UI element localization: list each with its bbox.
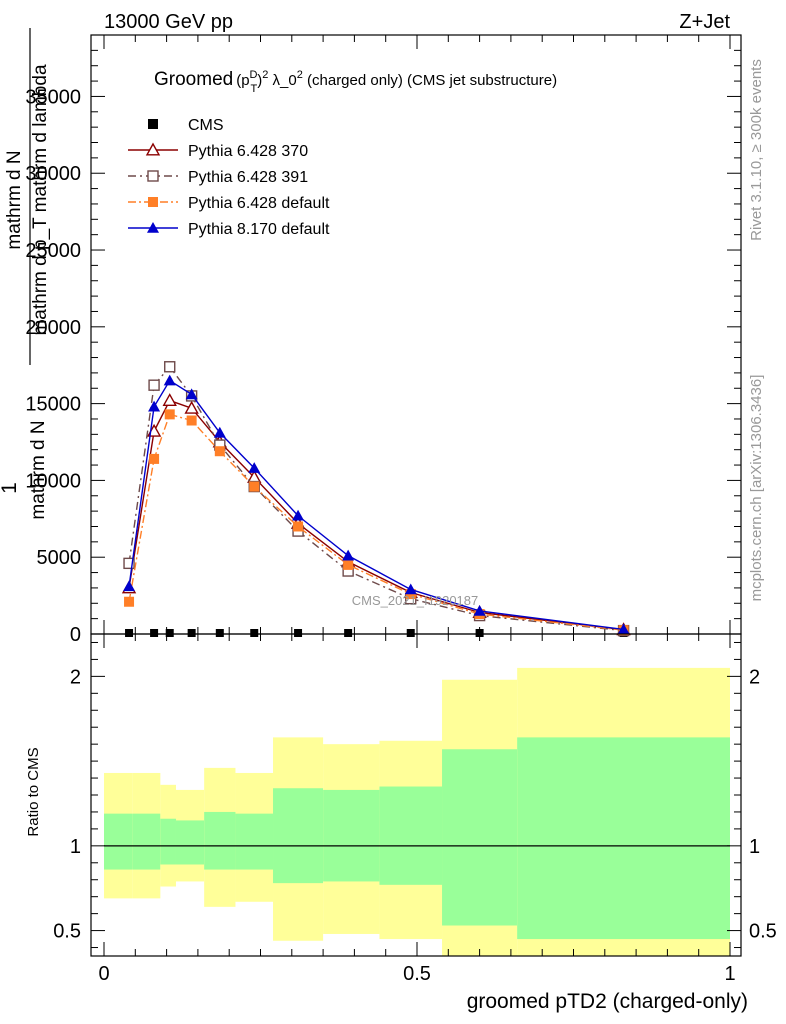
series-3-point-6 bbox=[293, 521, 304, 532]
header-process-label: Z+Jet bbox=[679, 11, 730, 33]
legend-marker-0 bbox=[148, 119, 158, 129]
rivet-version-label: Rivet 3.1.10, ≥ 300k events bbox=[748, 59, 765, 241]
series-0-point-7 bbox=[344, 629, 353, 637]
main-series-layer bbox=[121, 361, 631, 637]
series-4-point-7 bbox=[342, 549, 355, 561]
legend-marker-4 bbox=[147, 222, 159, 233]
series-0 bbox=[125, 629, 628, 637]
legend-label-0: CMS bbox=[188, 117, 224, 134]
ratio-inner-band-0 bbox=[104, 813, 133, 870]
series-4-point-9 bbox=[473, 604, 486, 616]
series-0-point-3 bbox=[187, 629, 196, 637]
series-1-point-3 bbox=[184, 400, 199, 414]
ratio-inner-band-9 bbox=[442, 749, 518, 926]
series-4-point-10 bbox=[617, 623, 630, 635]
series-0-point-4 bbox=[215, 629, 224, 637]
ratio-inner-band-8 bbox=[379, 786, 443, 885]
header-energy-label: 13000 GeV pp bbox=[104, 11, 233, 33]
ratio-plot-area bbox=[104, 667, 730, 956]
series-4-point-8 bbox=[404, 583, 417, 595]
ratio-ytick-label-right-2: 2 bbox=[749, 666, 760, 688]
y-title-upper-denominator: mathrm d p_T mathrm d lambda bbox=[30, 64, 51, 335]
x-tick-label-0: 0 bbox=[98, 963, 109, 985]
ratio-inner-band-7 bbox=[323, 789, 380, 882]
series-0-point-6 bbox=[294, 629, 303, 637]
main-ytick-label-0: 0 bbox=[70, 624, 81, 646]
x-axis-title: groomed pTD2 (charged-only) bbox=[467, 990, 748, 1013]
ratio-inner-band-3 bbox=[175, 820, 205, 865]
series-2-point-0 bbox=[123, 557, 135, 570]
ratio-inner-band-10 bbox=[517, 737, 730, 940]
series-1-point-2 bbox=[162, 393, 177, 407]
series-4-point-6 bbox=[292, 509, 305, 521]
ratio-inner-band-6 bbox=[273, 788, 324, 884]
series-3-point-1 bbox=[149, 453, 160, 464]
main-ytick-label-5: 25000 bbox=[25, 240, 81, 262]
series-2-point-2 bbox=[164, 361, 176, 373]
ratio-inner-band-2 bbox=[160, 818, 176, 865]
series-0-point-1 bbox=[150, 629, 159, 637]
main-title: Groomed (pD T)2 λ_02 (charged only) (CMS j… bbox=[154, 69, 557, 95]
series-4 bbox=[123, 374, 630, 635]
series-4-point-2 bbox=[163, 374, 176, 386]
series-0-point-5 bbox=[250, 629, 259, 637]
legend-label-4: Pythia 8.170 default bbox=[188, 221, 330, 238]
main-ytick-label-6: 30000 bbox=[25, 163, 81, 185]
main-y-axis-title: 1 mathrm d N mathrm d p_T mathrm d lambd… bbox=[0, 28, 51, 520]
series-3-point-4 bbox=[214, 446, 225, 457]
series-3-point-0 bbox=[124, 596, 135, 607]
series-0-point-8 bbox=[406, 629, 415, 637]
main-plot-area: 0 5000 10000 15000 20000 25000 30000 35000 bbox=[25, 34, 742, 646]
series-4-point-3 bbox=[185, 388, 198, 400]
y-title-upper-numerator: mathrm d N bbox=[4, 150, 25, 249]
series-4-point-5 bbox=[248, 462, 261, 473]
legend: CMS Pythia 6.428 370 Pythia 6.428 391 Pythi… bbox=[128, 117, 330, 238]
series-3-point-7 bbox=[343, 559, 354, 570]
x-tick-label-2: 1 bbox=[724, 963, 735, 985]
series-2-point-1 bbox=[148, 379, 160, 391]
series-4-point-4 bbox=[213, 426, 226, 438]
y-title-one: 1 bbox=[0, 482, 21, 494]
ratio-ytick-label-left-0: 0.5 bbox=[53, 921, 81, 943]
mcplots-label: mcplots.cern.ch [arXiv:1306.3436] bbox=[748, 375, 765, 602]
legend-marker-3 bbox=[148, 197, 158, 207]
legend-marker-1 bbox=[145, 142, 161, 156]
ratio-ytick-label-left-2: 2 bbox=[70, 666, 81, 688]
ratio-ytick-label-right-1: 1 bbox=[749, 836, 760, 858]
main-ytick-label-3: 15000 bbox=[25, 394, 81, 416]
title-groomed: Groomed bbox=[154, 69, 233, 90]
series-line-2 bbox=[128, 365, 624, 632]
series-4-point-1 bbox=[148, 400, 161, 412]
main-ytick-label-1: 5000 bbox=[37, 547, 82, 569]
ratio-ytick-label-left-1: 1 bbox=[70, 836, 81, 858]
series-0-point-2 bbox=[165, 629, 174, 637]
main-ytick-label-4: 20000 bbox=[25, 317, 81, 339]
series-0-point-0 bbox=[125, 629, 134, 637]
series-0-point-9 bbox=[475, 629, 484, 637]
series-3-point-3 bbox=[186, 415, 197, 426]
main-ytick-label-2: 10000 bbox=[25, 470, 81, 492]
y-title-lower-numerator: mathrm d N bbox=[28, 420, 49, 519]
legend-label-2: Pythia 6.428 391 bbox=[188, 169, 308, 186]
analysis-watermark: CMS_2021_I1920187 bbox=[352, 593, 479, 608]
legend-marker-2 bbox=[147, 170, 159, 182]
ratio-axes: 0.5 0.5 1 1 2 2 0 0.5 1 bbox=[53, 633, 777, 985]
ratio-inner-band-5 bbox=[235, 813, 274, 870]
main-ytick-label-7: 35000 bbox=[25, 86, 81, 108]
ratio-y-axis-title: Ratio to CMS bbox=[25, 747, 42, 836]
series-4-point-0 bbox=[123, 580, 136, 592]
ratio-inner-band-1 bbox=[132, 813, 161, 870]
legend-label-3: Pythia 6.428 default bbox=[188, 195, 330, 212]
x-tick-label-1: 0.5 bbox=[403, 963, 431, 985]
legend-label-1: Pythia 6.428 370 bbox=[188, 143, 308, 160]
series-3-point-5 bbox=[249, 481, 260, 492]
ratio-ytick-label-right-0: 0.5 bbox=[749, 921, 777, 943]
ratio-inner-band-4 bbox=[204, 811, 236, 870]
series-3-point-2 bbox=[164, 409, 175, 420]
